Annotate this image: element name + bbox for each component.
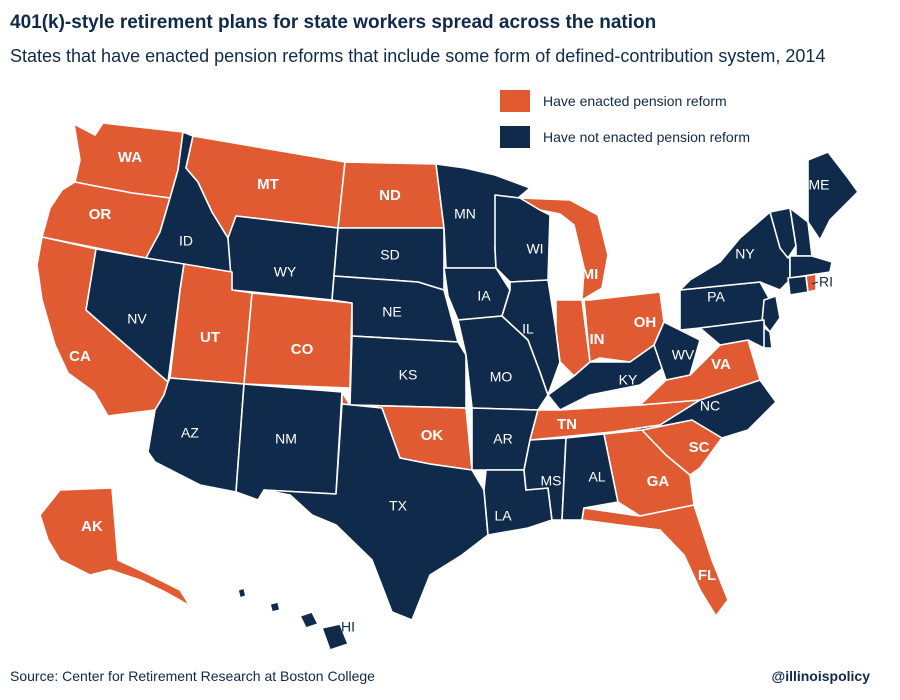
state-label-ks: KS <box>399 367 418 383</box>
state-label-ca: CA <box>69 348 91 365</box>
legend-item-no-reform: Have not enacted pension reform <box>500 125 750 149</box>
state-md <box>699 319 765 349</box>
state-label-mt: MT <box>257 176 279 193</box>
state-vt <box>769 207 797 259</box>
state-label-il: IL <box>522 321 534 337</box>
state-label-me: ME <box>809 177 830 193</box>
state-ri <box>805 273 817 293</box>
state-label-ny: NY <box>735 246 755 262</box>
state-label-wa: WA <box>118 149 142 166</box>
state-label-oh: OH <box>634 314 657 331</box>
state-label-mo: MO <box>490 369 513 385</box>
state-label-sc: SC <box>689 439 710 456</box>
state-label-la: LA <box>494 508 512 524</box>
state-label-wy: WY <box>274 264 297 280</box>
brand-handle: @illinoispolicy <box>771 668 870 684</box>
map-subtitle: States that have enacted pension reforms… <box>10 46 826 66</box>
state-hi <box>237 587 349 651</box>
state-label-ms: MS <box>541 473 562 489</box>
state-label-pa: PA <box>707 289 725 305</box>
state-label-ga: GA <box>647 473 670 490</box>
state-label-az: AZ <box>181 425 199 441</box>
state-fl <box>581 504 729 617</box>
map-title: 401(k)-style retirement plans for state … <box>10 12 657 33</box>
state-label-tn: TN <box>557 416 577 433</box>
state-label-mn: MN <box>454 206 476 222</box>
source-note: Source: Center for Retirement Research a… <box>10 668 375 684</box>
state-label-hi: HI <box>341 619 355 635</box>
state-wy <box>227 215 339 301</box>
state-label-al: AL <box>588 469 605 485</box>
state-label-ut: UT <box>200 329 220 346</box>
state-label-nm: NM <box>275 431 297 447</box>
state-label-ri: RI <box>819 274 833 290</box>
state-me <box>807 151 859 241</box>
legend-swatch-no-reform <box>500 126 530 148</box>
state-nj <box>761 295 781 333</box>
state-label-ak: AK <box>81 518 103 535</box>
state-label-in: IN <box>590 331 605 348</box>
state-label-ar: AR <box>493 431 512 447</box>
state-label-va: VA <box>711 356 731 373</box>
state-label-co: CO <box>291 341 314 358</box>
state-label-nd: ND <box>379 187 401 204</box>
ri-leader-line <box>811 281 819 285</box>
legend-label-no-reform: Have not enacted pension reform <box>543 129 751 145</box>
state-label-wi: WI <box>526 241 543 257</box>
state-label-nc: NC <box>700 398 720 414</box>
state-ks <box>349 335 467 409</box>
state-label-ia: IA <box>477 288 491 304</box>
legend-swatch-reform <box>500 90 530 112</box>
state-label-wv: WV <box>672 347 695 363</box>
state-ct <box>787 275 809 296</box>
state-ak <box>39 487 191 607</box>
state-label-fl: FL <box>698 567 716 584</box>
state-label-nv: NV <box>127 311 147 327</box>
state-label-ok: OK <box>421 427 444 444</box>
state-label-ky: KY <box>619 372 638 388</box>
state-label-id: ID <box>179 233 193 249</box>
state-ma <box>789 255 833 279</box>
legend-label-reform: Have enacted pension reform <box>543 93 727 109</box>
state-ms <box>523 437 567 521</box>
state-label-sd: SD <box>380 247 399 263</box>
state-label-or: OR <box>89 206 112 223</box>
state-label-mi: MI <box>582 266 599 283</box>
state-label-ne: NE <box>382 304 401 320</box>
state-il <box>501 279 561 396</box>
state-tx <box>263 403 489 621</box>
legend-item-reform: Have enacted pension reform <box>500 89 727 113</box>
state-label-tx: TX <box>389 498 408 514</box>
